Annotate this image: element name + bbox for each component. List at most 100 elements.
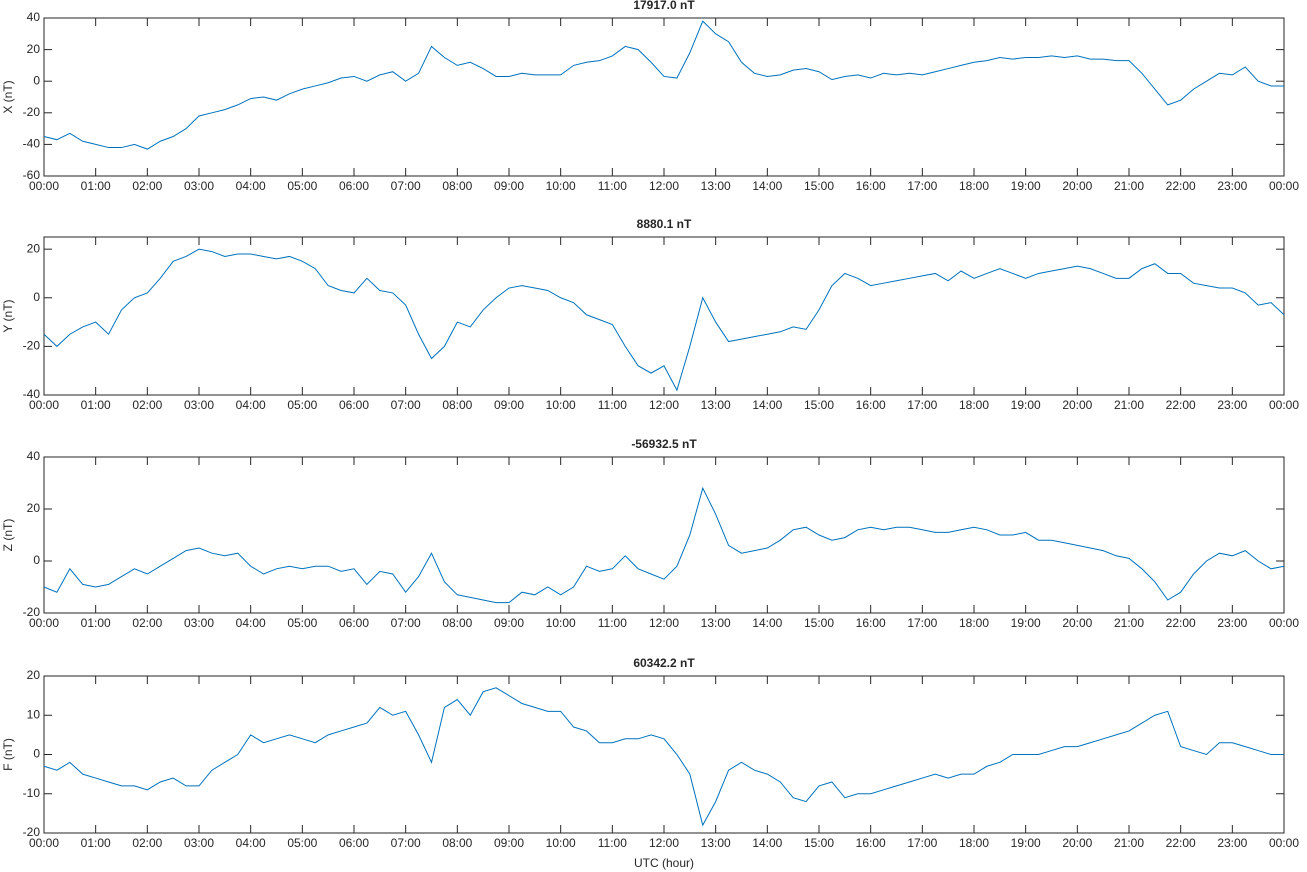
x-tick-label: 08:00 <box>442 398 472 412</box>
chart-title: 17917.0 nT <box>633 0 695 12</box>
x-tick-label: 16:00 <box>856 616 886 630</box>
x-tick-label: 14:00 <box>752 179 782 193</box>
y-tick-label: 0 <box>33 553 40 567</box>
x-tick-label: 22:00 <box>1166 836 1196 850</box>
x-tick-label: 14:00 <box>752 616 782 630</box>
x-tick-label: 15:00 <box>804 616 834 630</box>
chart-title: 60342.2 nT <box>633 656 695 670</box>
x-tick-label: 15:00 <box>804 398 834 412</box>
y-tick-label: -40 <box>23 387 41 401</box>
x-tick-label: 23:00 <box>1217 179 1247 193</box>
x-tick-label: 11:00 <box>598 398 627 412</box>
x-tick-label: 18:00 <box>959 179 989 193</box>
x-tick-label: 00:00 <box>29 398 59 412</box>
y-tick-label: -20 <box>23 105 41 119</box>
y-tick-label: 20 <box>27 241 41 255</box>
x-tick-label: 03:00 <box>184 836 214 850</box>
x-tick-label: 01:00 <box>81 398 111 412</box>
x-tick-label: 05:00 <box>287 179 317 193</box>
x-tick-label: 10:00 <box>546 616 576 630</box>
x-tick-label: 02:00 <box>132 616 162 630</box>
x-tick-label: 06:00 <box>339 179 369 193</box>
axes-box <box>43 236 1285 396</box>
x-tick-label: 11:00 <box>598 836 627 850</box>
x-tick-label: 05:00 <box>287 398 317 412</box>
data-line <box>43 20 1284 150</box>
y-tick-label: 20 <box>27 42 41 56</box>
x-tick-label: 02:00 <box>132 836 162 850</box>
x-tick-label: 22:00 <box>1166 398 1196 412</box>
x-tick-label: 18:00 <box>959 398 989 412</box>
y-axis-label: F (nT) <box>1 738 15 771</box>
x-axis-label: UTC (hour) <box>634 856 694 870</box>
y-axis-label: Y (nT) <box>1 299 15 332</box>
x-tick-label: 05:00 <box>287 616 317 630</box>
x-tick-label: 02:00 <box>132 398 162 412</box>
x-tick-label: 07:00 <box>391 179 421 193</box>
x-tick-label: 11:00 <box>598 616 627 630</box>
x-tick-label: 10:00 <box>546 836 576 850</box>
x-tick-label: 01:00 <box>81 179 111 193</box>
x-tick-label: 12:00 <box>649 398 679 412</box>
x-tick-label: 04:00 <box>236 398 266 412</box>
x-tick-label: 18:00 <box>959 616 989 630</box>
x-tick-label: 21:00 <box>1114 179 1144 193</box>
x-tick-label: 00:00 <box>1269 179 1299 193</box>
x-tick-label: 03:00 <box>184 179 214 193</box>
x-tick-label: 01:00 <box>81 616 111 630</box>
x-tick-label: 01:00 <box>81 836 111 850</box>
x-tick-label: 11:00 <box>598 179 627 193</box>
x-tick-label: 07:00 <box>391 836 421 850</box>
x-tick-label: 20:00 <box>1062 179 1092 193</box>
x-tick-label: 00:00 <box>1269 398 1299 412</box>
y-axis-label: Z (nT) <box>1 519 15 552</box>
x-tick-label: 03:00 <box>184 398 214 412</box>
x-tick-label: 21:00 <box>1114 398 1144 412</box>
x-tick-label: 12:00 <box>649 179 679 193</box>
y-tick-label: 20 <box>27 501 41 515</box>
y-tick-label: 20 <box>27 668 41 682</box>
x-tick-label: 19:00 <box>1011 836 1041 850</box>
x-tick-label: 17:00 <box>907 179 937 193</box>
y-tick-label: -60 <box>23 168 41 182</box>
x-tick-label: 16:00 <box>856 836 886 850</box>
x-tick-label: 04:00 <box>236 836 266 850</box>
x-tick-label: 15:00 <box>804 836 834 850</box>
x-tick-label: 08:00 <box>442 179 472 193</box>
x-tick-label: 20:00 <box>1062 398 1092 412</box>
axes-box <box>43 17 1285 177</box>
x-tick-label: 16:00 <box>856 398 886 412</box>
x-tick-label: 18:00 <box>959 836 989 850</box>
x-tick-label: 00:00 <box>1269 836 1299 850</box>
data-line <box>43 486 1285 604</box>
x-tick-label: 08:00 <box>442 836 472 850</box>
x-tick-label: 00:00 <box>29 179 59 193</box>
x-tick-label: 19:00 <box>1011 179 1041 193</box>
x-tick-label: 09:00 <box>494 398 524 412</box>
x-tick-label: 00:00 <box>29 616 59 630</box>
x-tick-label: 20:00 <box>1062 616 1092 630</box>
x-tick-label: 14:00 <box>752 398 782 412</box>
y-tick-label: 40 <box>27 10 41 24</box>
x-tick-label: 09:00 <box>494 616 524 630</box>
data-line <box>43 687 1284 827</box>
x-tick-label: 21:00 <box>1114 836 1144 850</box>
x-tick-label: 06:00 <box>339 616 369 630</box>
x-tick-label: 14:00 <box>752 836 782 850</box>
x-tick-label: 19:00 <box>1011 398 1041 412</box>
chart-title: 8880.1 nT <box>637 217 692 231</box>
x-tick-label: 13:00 <box>701 836 731 850</box>
x-tick-label: 03:00 <box>184 616 214 630</box>
x-tick-label: 06:00 <box>339 398 369 412</box>
y-tick-label: -40 <box>23 137 41 151</box>
x-tick-label: 09:00 <box>494 836 524 850</box>
x-tick-label: 23:00 <box>1217 616 1247 630</box>
x-tick-label: 20:00 <box>1062 836 1092 850</box>
y-tick-label: -20 <box>23 339 41 353</box>
y-tick-label: 0 <box>33 290 40 304</box>
y-tick-label: 40 <box>27 449 41 463</box>
x-tick-label: 12:00 <box>649 616 679 630</box>
y-tick-label: 0 <box>33 747 40 761</box>
y-tick-label: -20 <box>23 825 41 839</box>
